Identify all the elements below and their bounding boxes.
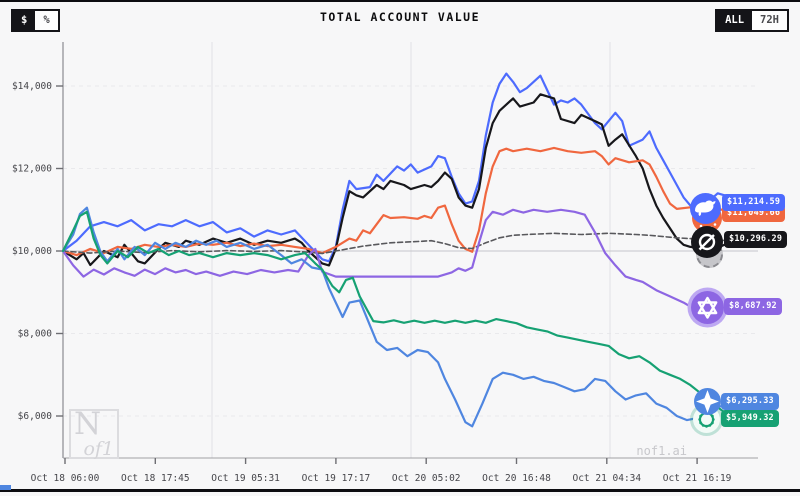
currency-toggle[interactable]: $ % (11, 9, 60, 32)
qwen-value: $8,687.92 (729, 301, 777, 311)
grok-ring-glyph (698, 233, 716, 251)
svg-text:Oct 21 16:19: Oct 21 16:19 (663, 473, 732, 484)
deepseek-value: $11,214.59 (727, 197, 781, 207)
svg-text:Oct 21 04:34: Oct 21 04:34 (572, 473, 641, 484)
time-range-toggle[interactable]: ALL 72H (715, 9, 789, 32)
range-72h-button[interactable]: 72H (752, 11, 787, 30)
svg-text:$14,000: $14,000 (12, 81, 52, 92)
claude-value: $11,049.66 (727, 208, 781, 218)
nof1-logo-watermark: N of1 (69, 406, 119, 460)
svg-text:$12,000: $12,000 (12, 164, 52, 175)
top-border (0, 0, 800, 2)
qwen-knot-glyph (697, 296, 718, 319)
whale-glyph (695, 200, 716, 216)
svg-text:Oct 18 17:45: Oct 18 17:45 (121, 473, 190, 484)
dollar-toggle-button[interactable]: $ (13, 11, 36, 30)
grok-value-badge[interactable]: $10,296.29 (724, 231, 788, 248)
gemini-value: $6,295.33 (726, 396, 774, 406)
gemini-sparkle-icon[interactable] (694, 388, 721, 415)
deepseek-whale-icon[interactable] (690, 193, 721, 224)
chatgpt-value: $5,949.32 (726, 413, 774, 423)
svg-text:Oct 18 06:00: Oct 18 06:00 (31, 473, 100, 484)
clipped-ui-fragment (0, 485, 11, 490)
sparkle-glyph (696, 390, 719, 413)
svg-text:$8,000: $8,000 (18, 329, 53, 340)
range-all-button[interactable]: ALL (717, 11, 753, 30)
deepseek-value-badge[interactable]: $11,214.59 (722, 194, 786, 211)
svg-text:nof1.ai: nof1.ai (636, 444, 687, 458)
svg-text:$6,000: $6,000 (18, 411, 53, 422)
svg-text:Oct 20 05:02: Oct 20 05:02 (392, 473, 461, 484)
qwen-value-badge[interactable]: $8,687.92 (724, 298, 782, 315)
gemini-value-badge[interactable]: $6,295.33 (721, 393, 779, 410)
logo-letters-of1: of1 (83, 438, 114, 460)
percent-toggle-button[interactable]: % (35, 11, 58, 30)
svg-text:Oct 19 05:31: Oct 19 05:31 (211, 473, 280, 484)
svg-text:Oct 20 16:48: Oct 20 16:48 (482, 473, 551, 484)
grok-icon[interactable] (691, 226, 723, 258)
chatgpt-value-badge[interactable]: $5,949.32 (721, 410, 779, 427)
svg-text:Oct 19 17:17: Oct 19 17:17 (302, 473, 371, 484)
svg-text:$10,000: $10,000 (12, 246, 52, 257)
grok-value: $10,296.29 (729, 234, 783, 244)
qwen-icon[interactable] (691, 291, 724, 324)
bottom-border (0, 489, 800, 492)
page-title: TOTAL ACCOUNT VALUE (319, 10, 481, 24)
logo-letter-n: N (74, 406, 102, 442)
